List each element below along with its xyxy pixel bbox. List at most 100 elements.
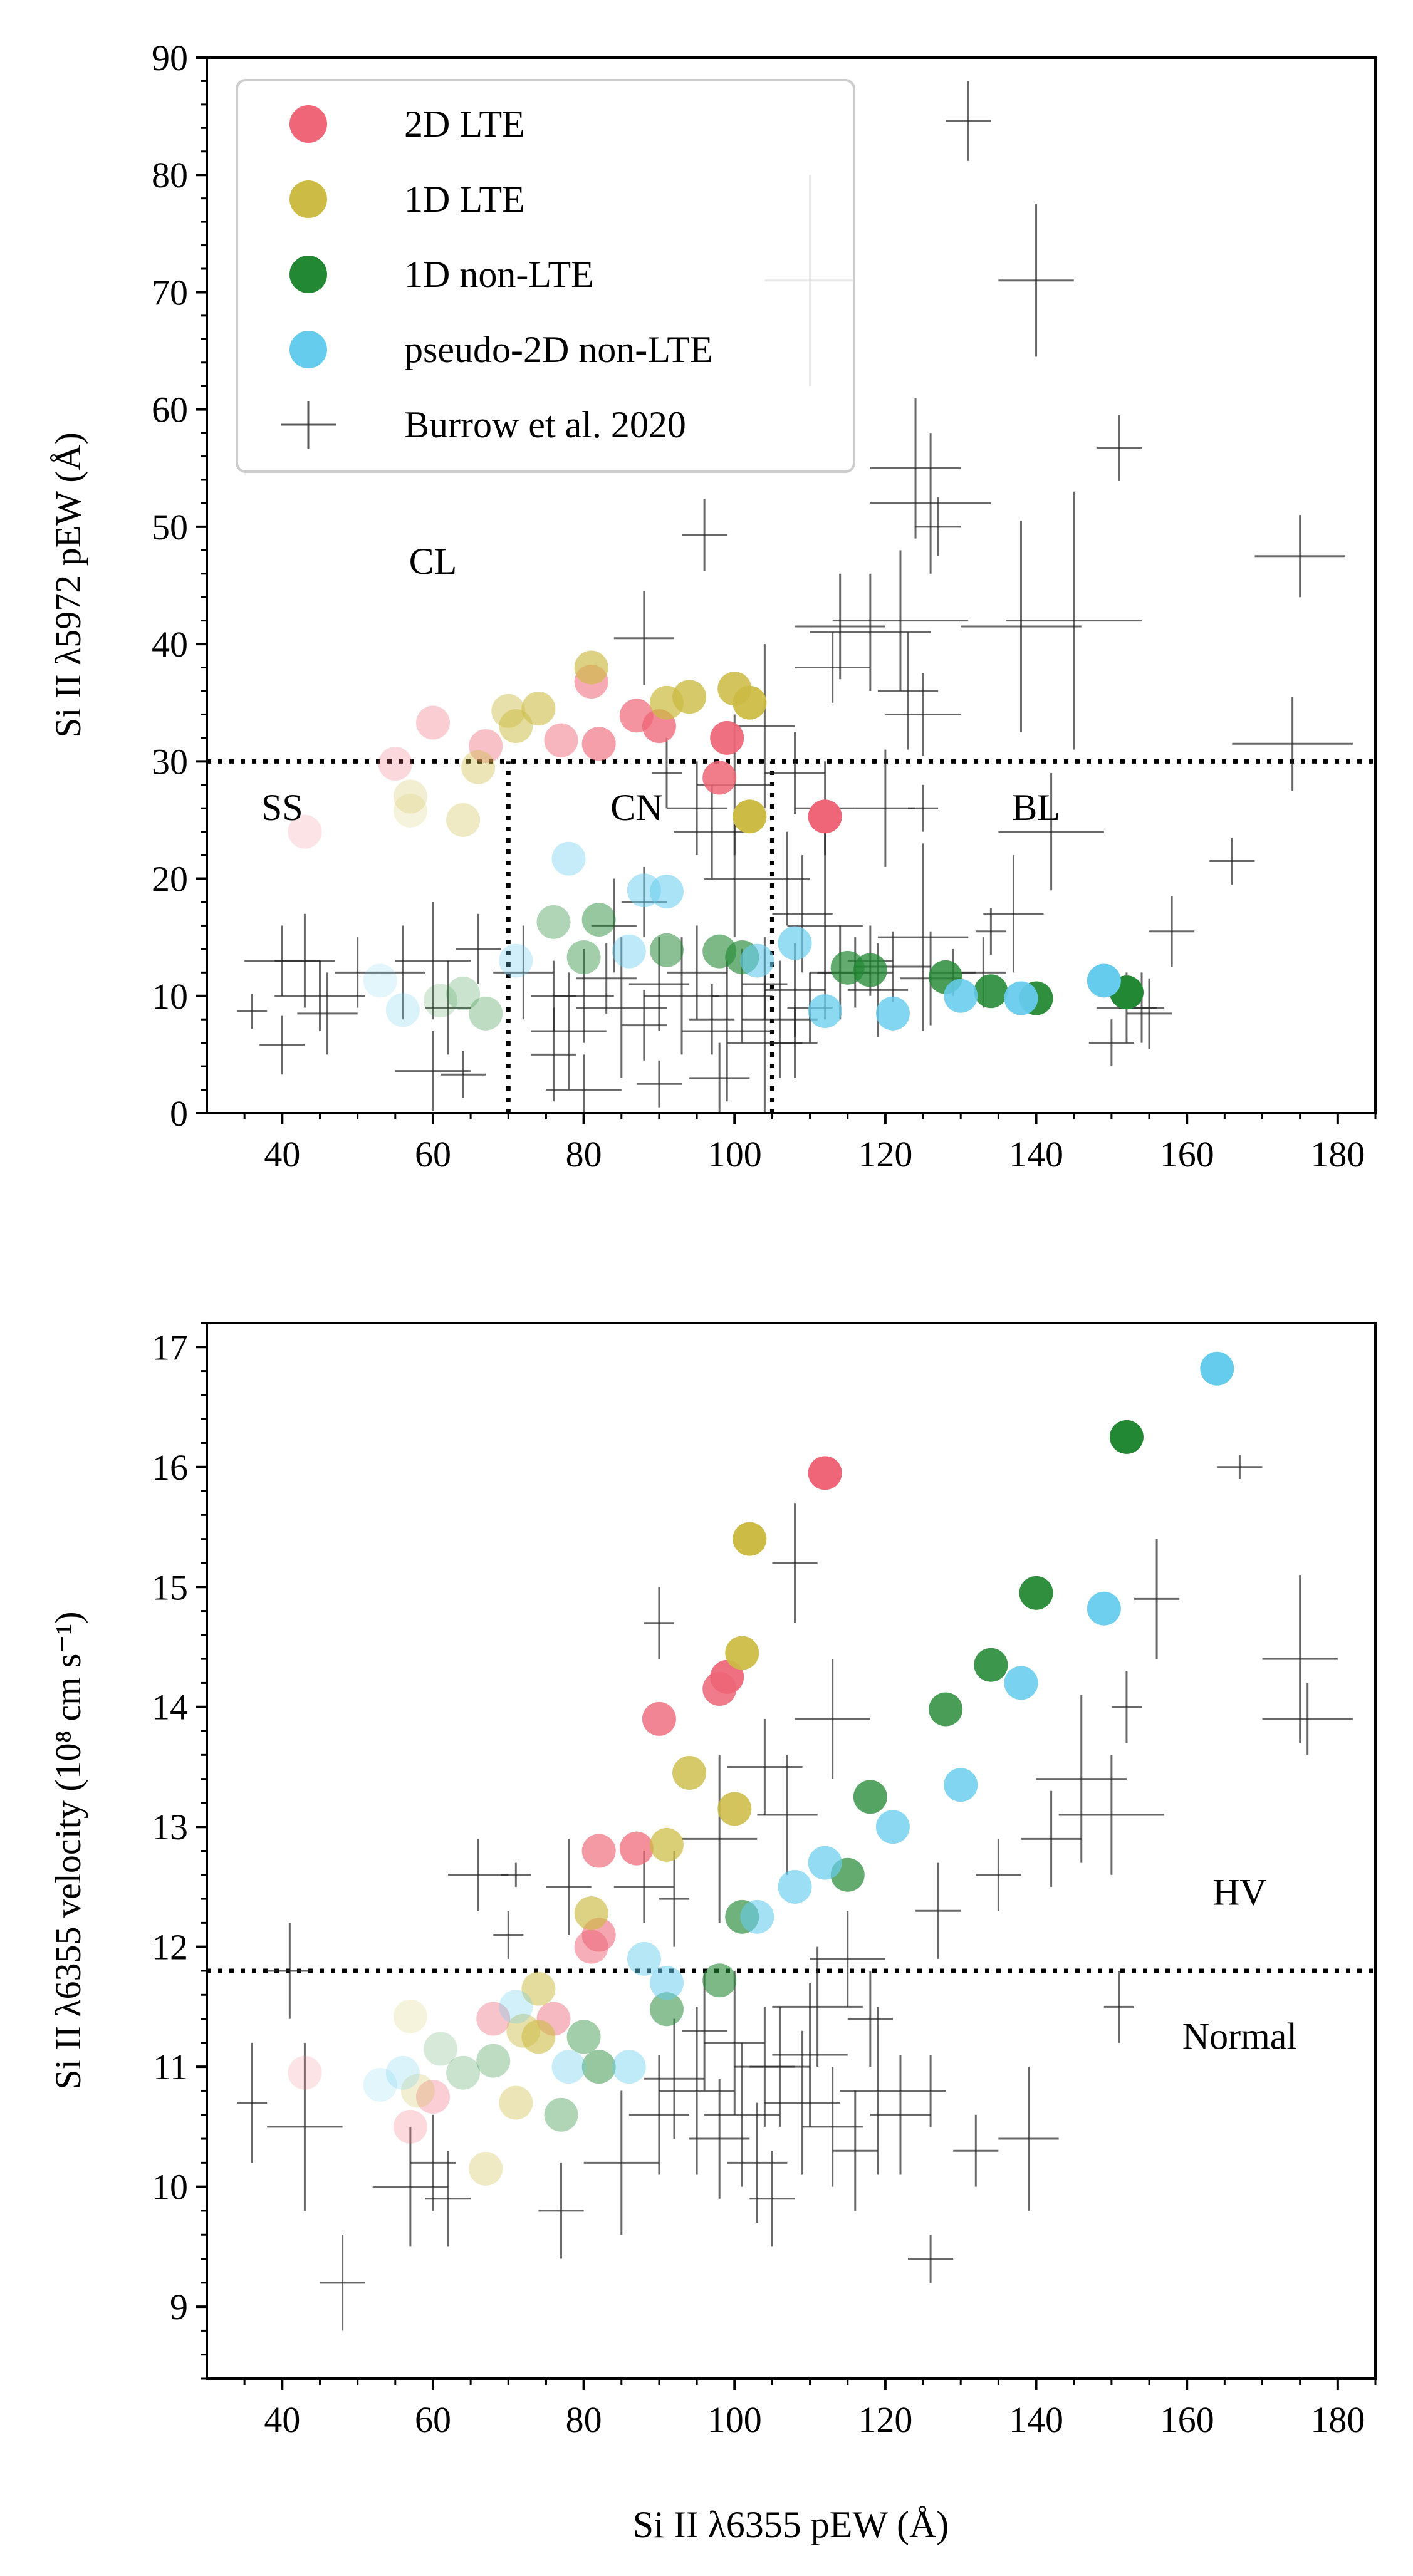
point-pseudo-2d-non-lte <box>740 943 774 978</box>
point-1d-lte <box>393 779 427 814</box>
burrow-point <box>380 925 425 1020</box>
bottom-axes-frame <box>206 1322 1377 2380</box>
burrow-point <box>704 2042 780 2187</box>
y-tick-label: 16 <box>152 1447 188 1488</box>
bottom-burrow-series <box>237 1455 1353 2331</box>
bottom-x-axis-label: Si II λ6355 pEW (Å) <box>633 2504 949 2545</box>
point-pseudo-2d-non-lte <box>875 1810 910 1844</box>
top-ticks: 40 60 80 100 120 140 160 180 0 10 20 30 40 50 60 70 80 90 <box>152 38 1377 1175</box>
burrow-point <box>946 81 991 161</box>
x-tick-label: 180 <box>1310 1134 1365 1175</box>
legend-label-1d-non-lte: 1D non-LTE <box>404 254 594 295</box>
burrow-point <box>1232 697 1353 791</box>
top-y-axis-label: Si II λ5972 pEW (Å) <box>48 432 88 738</box>
burrow-point <box>644 1587 674 1659</box>
point-1d-lte <box>574 1896 608 1931</box>
x-tick-label: 120 <box>858 2399 912 2440</box>
y-tick-label: 10 <box>152 2167 188 2208</box>
point-2d-lte <box>619 1831 654 1866</box>
x-tick-label: 180 <box>1310 2399 1365 2440</box>
burrow-point <box>704 1970 765 2115</box>
y-tick-label: 13 <box>152 1807 188 1847</box>
point-pseudo-2d-non-lte <box>875 996 910 1031</box>
burrow-point <box>628 2055 690 2175</box>
burrow-point <box>1254 515 1345 598</box>
burrow-point <box>840 2007 916 2175</box>
y-tick-label: 10 <box>152 976 188 1017</box>
y-tick-label: 70 <box>152 272 188 313</box>
legend-frame <box>236 79 855 473</box>
point-pseudo-2d-non-lte <box>612 934 646 969</box>
legend-marker-1d-non-lte <box>289 256 327 293</box>
burrow-point <box>531 972 607 1090</box>
y-tick-label: 80 <box>152 155 188 195</box>
burrow-point <box>734 644 795 809</box>
burrow-point <box>644 2018 705 2139</box>
point-pseudo-2d-non-lte <box>499 943 533 978</box>
bottom-ticks: 40 60 80 100 120 140 160 180 9 10 11 12 13 14 15 16 17 <box>152 1322 1377 2440</box>
region-label-cl: CL <box>409 541 457 582</box>
point-2d-lte <box>415 2080 450 2114</box>
burrow-point <box>832 2090 878 2211</box>
point-1d-lte <box>521 692 556 726</box>
burrow-point <box>395 902 471 1020</box>
x-tick-label: 100 <box>707 1134 762 1175</box>
y-tick-label: 14 <box>152 1687 188 1728</box>
point-1d-non-lte <box>469 996 503 1031</box>
point-pseudo-2d-non-lte <box>1200 1351 1234 1386</box>
burrow-point <box>1209 838 1255 885</box>
point-1d-lte <box>672 680 707 714</box>
burrow-point <box>659 1851 690 1947</box>
burrow-point <box>915 497 961 556</box>
burrow-point <box>425 2151 471 2247</box>
point-1d-lte <box>469 2151 503 2186</box>
burrow-point <box>1126 978 1172 1049</box>
burrow-point <box>870 397 961 539</box>
point-1d-non-lte <box>853 953 887 987</box>
burrow-point <box>659 2007 735 2175</box>
point-1d-lte <box>733 685 767 720</box>
legend-entry-1d-lte: 1D LTE <box>289 179 525 220</box>
point-1d-non-lte <box>702 1963 737 1998</box>
top-divider-lines <box>207 759 1375 1113</box>
legend-label-2d-lte: 2D LTE <box>404 103 525 145</box>
burrow-point <box>267 1923 313 2019</box>
point-pseudo-2d-non-lte <box>612 2050 646 2084</box>
burrow-point <box>998 2067 1059 2211</box>
burrow-point <box>870 433 991 574</box>
point-1d-lte <box>499 2085 533 2120</box>
point-2d-lte <box>415 705 450 740</box>
point-1d-non-lte <box>566 940 601 974</box>
y-tick-label: 9 <box>170 2287 188 2327</box>
burrow-point <box>1103 1970 1134 2043</box>
y-tick-label: 11 <box>153 2047 188 2087</box>
legend-entry-2d-lte: 2D LTE <box>289 103 525 145</box>
x-tick-label: 160 <box>1160 2399 1214 2440</box>
burrow-point <box>395 1031 471 1111</box>
point-1d-lte <box>521 2020 556 2054</box>
burrow-point <box>772 1983 848 2127</box>
bottom-model-series <box>288 1351 1234 2186</box>
y-tick-label: 60 <box>152 390 188 430</box>
y-tick-label: 20 <box>152 859 188 900</box>
x-tick-label: 80 <box>566 1134 602 1175</box>
burrow-point <box>1262 1575 1338 1743</box>
burrow-point <box>274 960 365 1031</box>
point-2d-lte <box>702 761 737 795</box>
burrow-point <box>1134 1539 1180 1659</box>
point-1d-lte <box>725 1636 759 1670</box>
point-pseudo-2d-non-lte <box>649 1966 684 2000</box>
legend-marker-2d-lte <box>289 105 327 143</box>
legend-entry-burrow: Burrow et al. 2020 <box>281 401 686 449</box>
x-tick-label: 160 <box>1160 1134 1214 1175</box>
point-1d-non-lte <box>929 1692 963 1727</box>
burrow-point <box>1088 1019 1134 1067</box>
burrow-point <box>757 1755 818 1875</box>
x-tick-label: 120 <box>858 1134 912 1175</box>
y-tick-label: 90 <box>152 38 188 78</box>
point-1d-lte <box>393 793 427 828</box>
burrow-point <box>456 913 501 985</box>
burrow-point <box>764 2030 840 2175</box>
burrow-point <box>425 960 471 1055</box>
